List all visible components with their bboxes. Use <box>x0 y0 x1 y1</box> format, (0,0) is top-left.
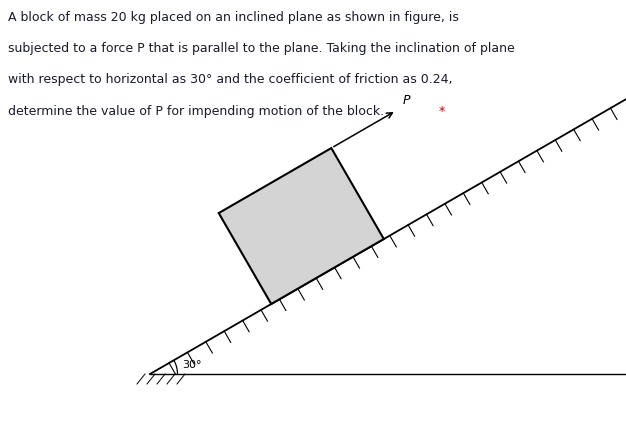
Text: *: * <box>439 105 445 118</box>
Text: determine the value of P for impending motion of the block.: determine the value of P for impending m… <box>8 105 387 118</box>
Text: 30°: 30° <box>182 360 202 370</box>
Text: A block of mass 20 kg placed on an inclined plane as shown in figure, is: A block of mass 20 kg placed on an incli… <box>8 11 458 24</box>
Text: with respect to horizontal as 30° and the coefficient of friction as 0.24,: with respect to horizontal as 30° and th… <box>8 73 452 86</box>
Polygon shape <box>218 148 384 304</box>
Text: subjected to a force P that is parallel to the plane. Taking the inclination of : subjected to a force P that is parallel … <box>8 42 515 55</box>
Text: P: P <box>403 94 410 106</box>
